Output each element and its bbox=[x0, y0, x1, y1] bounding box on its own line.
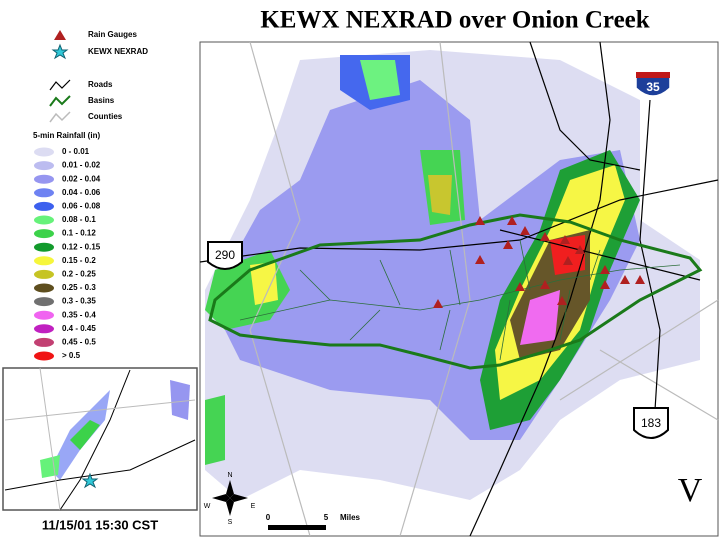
compass-label: E bbox=[251, 503, 256, 510]
legend-swatch bbox=[34, 201, 54, 211]
legend-swatch bbox=[34, 215, 54, 225]
rainfall-title: 5-min Rainfall (in) bbox=[33, 131, 100, 140]
radar-echoes bbox=[205, 50, 700, 500]
legend-swatch bbox=[34, 174, 54, 184]
legend-swatch bbox=[34, 351, 54, 361]
road-icon bbox=[49, 79, 71, 91]
legend-label: 0.08 - 0.1 bbox=[62, 215, 96, 224]
scale-unit: Miles bbox=[340, 513, 361, 522]
rain-gauges bbox=[433, 216, 645, 308]
shield-290: 290 bbox=[207, 241, 243, 270]
legend-label: 0.1 - 0.12 bbox=[62, 229, 96, 238]
legend-label: 0.06 - 0.08 bbox=[62, 202, 101, 211]
legend-label: > 0.5 bbox=[62, 351, 81, 360]
inset-map bbox=[2, 367, 198, 511]
legend-label: Roads bbox=[88, 80, 113, 89]
legend-swatch bbox=[34, 147, 54, 157]
compass-label: S bbox=[228, 519, 233, 526]
legend-swatch bbox=[34, 161, 54, 171]
shield-label: 183 bbox=[641, 416, 661, 430]
roads bbox=[199, 41, 719, 537]
title: KEWX NEXRAD over Onion Creek bbox=[260, 7, 649, 34]
shield-183: 183 bbox=[633, 407, 669, 439]
scale-label: 0 bbox=[266, 513, 271, 522]
legend-label: 0 - 0.01 bbox=[62, 147, 90, 156]
radar-icon bbox=[51, 43, 69, 60]
scale-bar: 0 5 Miles bbox=[266, 513, 361, 530]
legend-swatch bbox=[34, 188, 54, 198]
gauge-icon bbox=[54, 30, 66, 40]
legend-swatch bbox=[34, 297, 54, 307]
legend-label: 0.4 - 0.45 bbox=[62, 324, 96, 333]
legend-label: 0.45 - 0.5 bbox=[62, 338, 96, 347]
legend-label: 0.02 - 0.04 bbox=[62, 174, 101, 183]
legend-label: 0.15 - 0.2 bbox=[62, 256, 96, 265]
logo: V bbox=[678, 472, 703, 509]
basin-icon bbox=[49, 95, 71, 107]
legend-swatch bbox=[34, 269, 54, 279]
shield-label: 35 bbox=[646, 80, 660, 94]
county-icon bbox=[49, 111, 71, 123]
legend-label: 0.12 - 0.15 bbox=[62, 242, 101, 251]
timestamp: 11/15/01 15:30 CST bbox=[42, 517, 158, 532]
legend-swatch bbox=[34, 242, 54, 252]
legend-swatch bbox=[34, 337, 54, 347]
shield-35: 35 bbox=[635, 71, 671, 97]
basin-outline bbox=[208, 213, 703, 370]
legend-swatch bbox=[34, 283, 54, 293]
legend-label: 0.01 - 0.02 bbox=[62, 161, 101, 170]
compass: N E S W bbox=[204, 472, 256, 526]
streams bbox=[239, 239, 681, 361]
legend-label: 0.2 - 0.25 bbox=[62, 270, 96, 279]
legend-swatch bbox=[34, 310, 54, 320]
legend-swatch bbox=[34, 256, 54, 266]
legend-label: Counties bbox=[88, 112, 123, 121]
compass-label: N bbox=[227, 472, 232, 479]
legend-label: KEWX NEXRAD bbox=[88, 47, 148, 56]
legend-label: 0.3 - 0.35 bbox=[62, 297, 96, 306]
legend-label: Rain Gauges bbox=[88, 30, 137, 39]
legend-label: 0.04 - 0.06 bbox=[62, 188, 101, 197]
legend-label: Basins bbox=[88, 96, 115, 105]
counties bbox=[249, 41, 719, 537]
scale-label: 5 bbox=[324, 513, 329, 522]
legend-swatch bbox=[34, 324, 54, 334]
shield-label: 290 bbox=[215, 248, 235, 262]
compass-label: W bbox=[204, 503, 211, 510]
legend-label: 0.35 - 0.4 bbox=[62, 310, 96, 319]
legend-swatch bbox=[34, 229, 54, 239]
legend: Rain Gauges KEWX NEXRAD Roads Basins Countie… bbox=[33, 30, 148, 361]
legend-label: 0.25 - 0.3 bbox=[62, 283, 96, 292]
map: 290 35 183 N E S W 0 5 Miles V bbox=[199, 41, 719, 537]
